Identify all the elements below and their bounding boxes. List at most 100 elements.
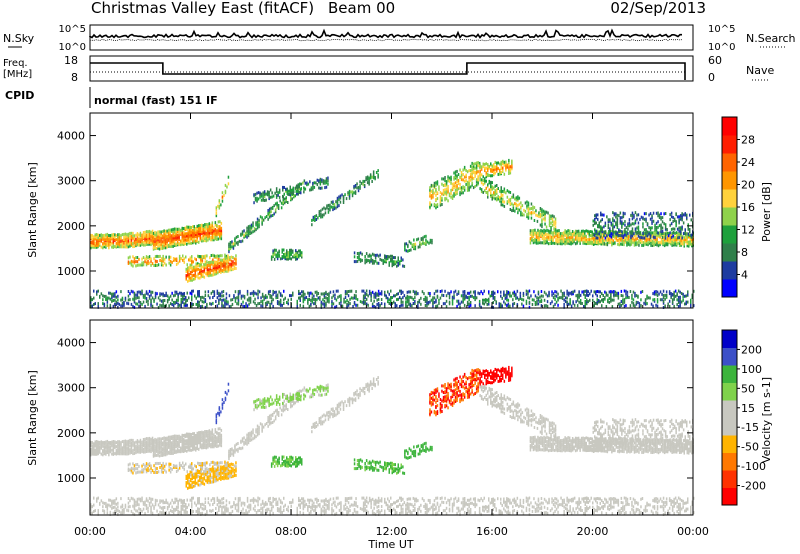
power-cell bbox=[338, 294, 341, 298]
power-cell bbox=[284, 252, 286, 256]
power-cell bbox=[320, 302, 323, 306]
power-cell bbox=[453, 182, 455, 186]
power-cell bbox=[221, 290, 223, 294]
power-cell bbox=[298, 190, 300, 194]
power-cell bbox=[194, 294, 196, 298]
power-cell bbox=[258, 302, 261, 305]
power-cell bbox=[141, 241, 143, 245]
power-cell bbox=[631, 300, 633, 304]
power-cell bbox=[287, 298, 289, 302]
power-cell bbox=[145, 261, 148, 265]
power-cell bbox=[387, 290, 389, 294]
power-cell bbox=[686, 238, 688, 242]
power-cell bbox=[626, 230, 628, 234]
power-cell bbox=[597, 217, 599, 221]
power-cell bbox=[691, 293, 693, 297]
power-cell bbox=[496, 188, 498, 192]
velocity-cell bbox=[145, 437, 148, 441]
power-cell bbox=[598, 290, 600, 294]
power-cell bbox=[178, 238, 180, 241]
power-cell bbox=[435, 203, 437, 207]
power-cell bbox=[566, 296, 568, 300]
power-cell bbox=[192, 289, 194, 293]
power-cell bbox=[627, 232, 629, 236]
power-cell bbox=[590, 230, 592, 234]
power-cell bbox=[323, 303, 326, 306]
power-cell bbox=[557, 292, 559, 296]
power-cell bbox=[90, 304, 92, 308]
power-cell bbox=[135, 264, 137, 268]
power-cell bbox=[185, 267, 187, 271]
power-cell bbox=[181, 236, 183, 240]
power-cell bbox=[609, 238, 612, 242]
power-cell bbox=[179, 239, 182, 243]
power-cell bbox=[475, 296, 478, 300]
power-cell bbox=[474, 185, 476, 188]
power-cell bbox=[595, 221, 597, 225]
power-cell bbox=[97, 233, 99, 237]
power-cell bbox=[487, 166, 489, 170]
power-cell bbox=[132, 297, 134, 301]
power-cell bbox=[274, 208, 277, 212]
power-cell bbox=[365, 260, 368, 264]
power-cell bbox=[194, 257, 196, 261]
power-cell bbox=[611, 230, 613, 234]
power-cell bbox=[158, 230, 161, 234]
power-cell bbox=[284, 257, 286, 261]
power-cell bbox=[669, 240, 672, 243]
power-cell bbox=[451, 182, 454, 186]
velocity-cell bbox=[190, 444, 192, 448]
power-cell bbox=[503, 160, 506, 164]
velocity-cell bbox=[157, 441, 159, 445]
power-cell bbox=[614, 290, 617, 294]
power-cell bbox=[358, 251, 360, 255]
power-cell bbox=[686, 232, 688, 236]
power-cell bbox=[460, 188, 463, 192]
power-cell bbox=[223, 268, 225, 271]
power-cell bbox=[517, 197, 519, 201]
power-cell bbox=[237, 298, 240, 302]
power-cell bbox=[150, 230, 152, 234]
power-cell bbox=[621, 216, 623, 220]
power-cell bbox=[158, 247, 161, 251]
power-cell bbox=[227, 254, 229, 258]
power-cell bbox=[500, 162, 502, 166]
power-cell bbox=[165, 255, 167, 259]
power-cell bbox=[272, 253, 274, 257]
power-cell bbox=[182, 294, 184, 298]
power-cell bbox=[209, 260, 212, 264]
velocity-cell bbox=[142, 440, 145, 443]
power-cell bbox=[120, 290, 122, 294]
power-cell bbox=[219, 225, 221, 229]
power-cell bbox=[552, 233, 554, 237]
power-cell bbox=[337, 295, 339, 299]
power-cell bbox=[218, 258, 220, 261]
velocity-cell bbox=[152, 453, 155, 457]
power-cell bbox=[168, 304, 170, 308]
power-cell bbox=[139, 292, 142, 296]
power-cell bbox=[687, 290, 689, 294]
power-cell bbox=[491, 196, 493, 199]
velocity-cell bbox=[193, 446, 195, 450]
power-cell bbox=[161, 236, 164, 240]
power-cell bbox=[466, 170, 469, 174]
velocity-cell bbox=[189, 448, 191, 452]
power-cell bbox=[114, 237, 116, 241]
power-cell bbox=[435, 181, 437, 185]
velocity-cell bbox=[114, 443, 116, 446]
power-cell bbox=[576, 304, 579, 308]
power-cell bbox=[279, 199, 281, 203]
power-cell bbox=[463, 188, 466, 192]
power-cell bbox=[221, 301, 223, 305]
power-cell bbox=[191, 304, 193, 308]
power-cell bbox=[96, 235, 98, 239]
power-cell bbox=[109, 242, 112, 246]
power-cell bbox=[451, 297, 454, 301]
power-cell bbox=[648, 226, 650, 230]
power-cell bbox=[493, 165, 495, 169]
power-cell bbox=[229, 247, 232, 251]
power-cell bbox=[115, 295, 118, 299]
power-cell bbox=[150, 234, 152, 238]
velocity-cell bbox=[142, 442, 145, 446]
power-cell bbox=[543, 239, 545, 243]
